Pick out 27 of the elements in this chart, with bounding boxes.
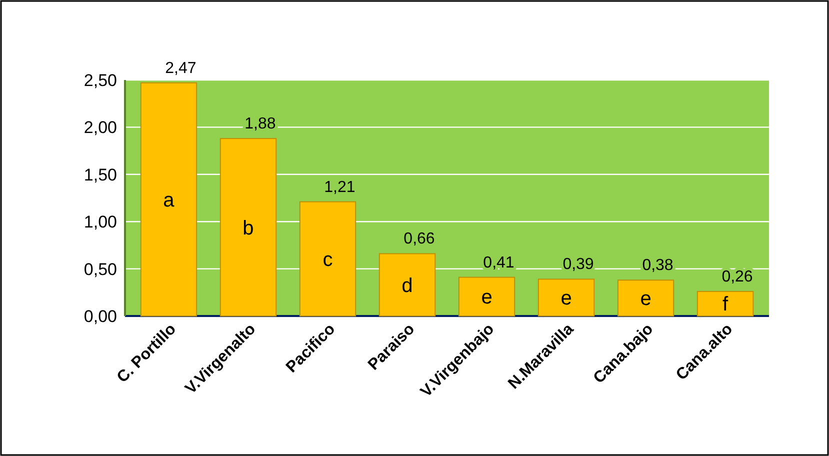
data-label: 1,21 <box>324 178 356 196</box>
annotation: e <box>481 286 492 309</box>
y-tick-label: 1,50 <box>84 165 117 184</box>
annotation: e <box>560 288 572 310</box>
bar <box>458 276 516 316</box>
bar <box>378 253 436 316</box>
annotation: a <box>163 189 176 212</box>
bar <box>140 82 198 316</box>
annotation: e <box>640 288 652 310</box>
data-label: 0,66 <box>404 230 435 248</box>
data-label: 0,41 <box>483 254 514 272</box>
y-tick-label: 1,00 <box>84 212 117 232</box>
y-tick-label: 0,50 <box>84 260 117 279</box>
y-tick-label: 0,00 <box>84 306 117 326</box>
bar <box>220 138 277 316</box>
annotation: d <box>402 274 413 297</box>
bar <box>617 280 674 316</box>
annotation: f <box>722 294 728 316</box>
bar <box>696 290 754 316</box>
annotation: b <box>242 217 254 240</box>
bar <box>538 278 595 316</box>
y-tick-label: 2,00 <box>84 118 117 138</box>
data-label: 2,47 <box>165 60 196 77</box>
annotation: c <box>322 248 333 271</box>
data-label: 0,26 <box>722 268 753 286</box>
bar <box>299 201 356 316</box>
y-tick-label: 2,50 <box>84 70 117 90</box>
